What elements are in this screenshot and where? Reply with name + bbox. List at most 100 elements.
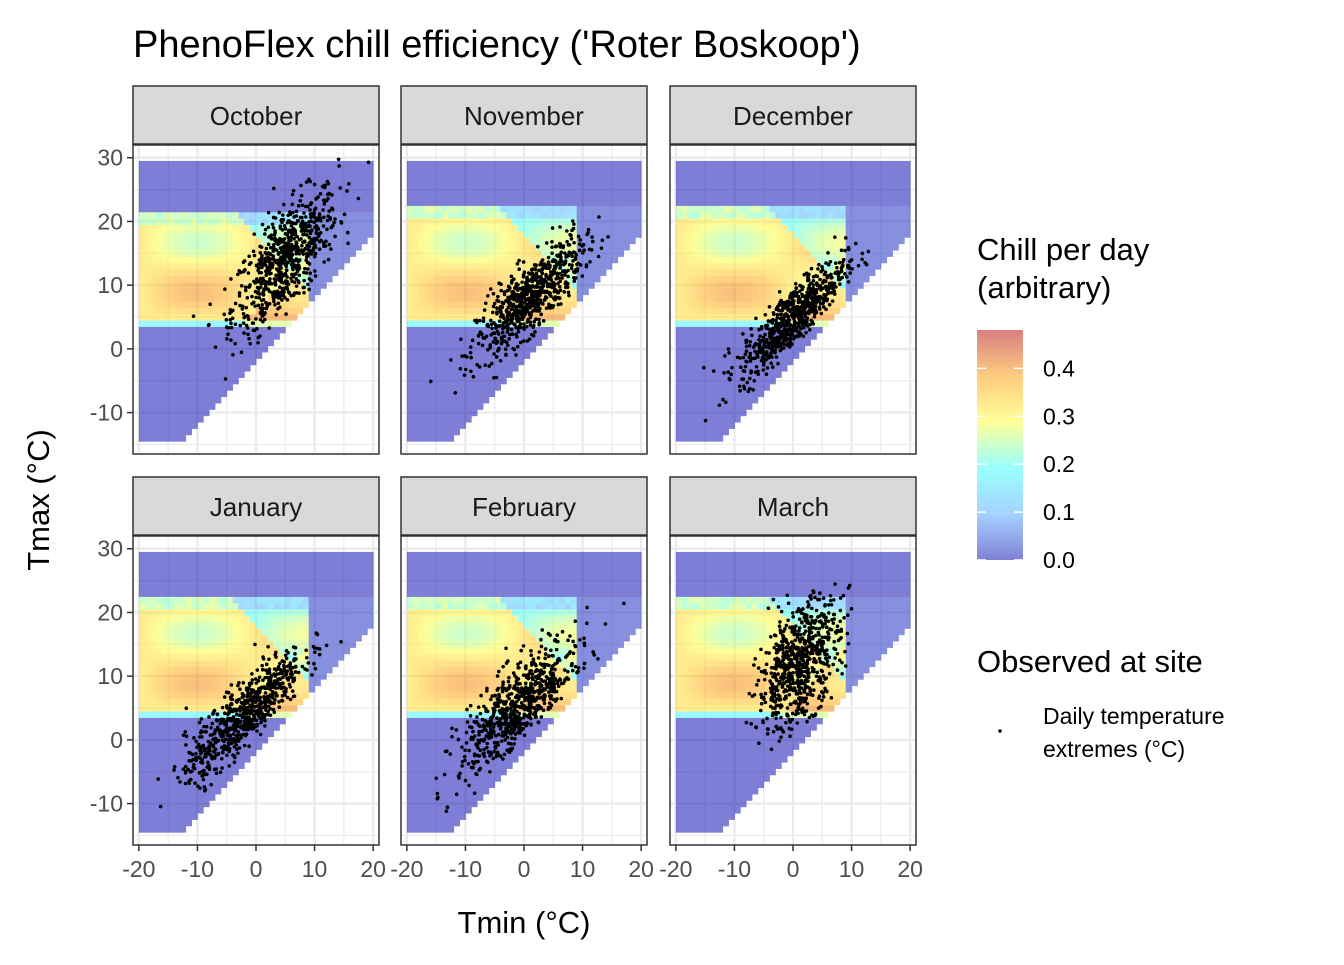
heatmap-tile <box>501 212 507 219</box>
heatmap-tile <box>192 263 198 270</box>
heatmap-tile <box>156 327 162 334</box>
heatmap-tile <box>356 237 362 244</box>
observed-point <box>576 267 580 271</box>
heatmap-tile <box>676 193 682 200</box>
observed-point <box>253 254 257 258</box>
heatmap-tile <box>250 358 256 365</box>
heatmap-tile <box>448 390 454 397</box>
heatmap-tile <box>676 256 682 263</box>
observed-point <box>536 301 540 305</box>
heatmap-tile <box>553 186 559 193</box>
heatmap-tile <box>805 250 811 257</box>
facet-strip-label: October <box>210 101 303 131</box>
heatmap-tile <box>430 301 436 308</box>
heatmap-tile <box>758 167 764 174</box>
observed-point <box>564 280 568 284</box>
heatmap-tile <box>799 218 805 225</box>
heatmap-tile <box>699 301 705 308</box>
heatmap-tile <box>430 403 436 410</box>
heatmap-tile <box>139 263 145 270</box>
observed-point <box>514 309 518 313</box>
heatmap-tile <box>787 180 793 187</box>
heatmap-tile <box>197 288 203 295</box>
heatmap-tile <box>256 206 262 213</box>
heatmap-tile <box>448 250 454 257</box>
heatmap-tile <box>688 409 694 416</box>
heatmap-tile <box>822 320 828 327</box>
heatmap-tile <box>752 167 758 174</box>
observed-point <box>295 234 299 238</box>
heatmap-tile <box>145 206 151 213</box>
heatmap-tile <box>770 250 776 257</box>
heatmap-tile <box>442 269 448 276</box>
heatmap-tile <box>729 256 735 263</box>
heatmap-tile <box>793 218 799 225</box>
heatmap-tile <box>139 390 145 397</box>
heatmap-tile <box>460 320 466 327</box>
heatmap-tile <box>460 314 466 321</box>
heatmap-tile <box>174 435 180 442</box>
heatmap-tile <box>711 288 717 295</box>
heatmap-tile <box>145 358 151 365</box>
heatmap-tile <box>688 256 694 263</box>
observed-point <box>475 363 479 367</box>
heatmap-tile <box>699 218 705 225</box>
observed-point <box>367 161 371 165</box>
heatmap-tile <box>477 403 483 410</box>
heatmap-tile <box>699 378 705 385</box>
heatmap-tile <box>139 378 145 385</box>
heatmap-tile <box>705 180 711 187</box>
heatmap-tile <box>139 282 145 289</box>
observed-point <box>578 238 582 242</box>
heatmap-tile <box>151 435 157 442</box>
heatmap-tile <box>192 346 198 353</box>
heatmap-tile <box>512 180 518 187</box>
heatmap-tile <box>676 206 682 213</box>
heatmap-tile <box>740 282 746 289</box>
heatmap-tile <box>612 256 618 263</box>
heatmap-tile <box>186 416 192 423</box>
heatmap-tile <box>419 384 425 391</box>
heatmap-tile <box>711 390 717 397</box>
heatmap-tile <box>174 212 180 219</box>
observed-point <box>277 270 281 274</box>
heatmap-tile <box>676 429 682 436</box>
observed-point <box>273 238 277 242</box>
heatmap-tile <box>145 333 151 340</box>
heatmap-tile <box>840 212 846 219</box>
heatmap-tile <box>145 167 151 174</box>
heatmap-tile <box>764 384 770 391</box>
heatmap-tile <box>174 339 180 346</box>
observed-point <box>499 289 503 293</box>
observed-point <box>493 332 497 336</box>
heatmap-tile <box>413 212 419 219</box>
heatmap-tile <box>571 161 577 168</box>
heatmap-tile <box>139 365 145 372</box>
heatmap-tile <box>332 237 338 244</box>
heatmap-tile <box>775 186 781 193</box>
heatmap-tile <box>711 307 717 314</box>
heatmap-tile <box>746 180 752 187</box>
heatmap-tile <box>197 320 203 327</box>
heatmap-tile <box>717 174 723 181</box>
heatmap-tile <box>227 237 233 244</box>
heatmap-tile <box>350 199 356 206</box>
heatmap-tile <box>477 288 483 295</box>
heatmap-tile <box>407 397 413 404</box>
heatmap-tile <box>828 206 834 213</box>
heatmap-tile <box>436 225 442 232</box>
heatmap-tile <box>688 378 694 385</box>
heatmap-tile <box>471 301 477 308</box>
observed-point <box>333 235 337 239</box>
heatmap-tile <box>734 244 740 251</box>
heatmap-tile <box>244 206 250 213</box>
observed-point <box>322 224 326 228</box>
heatmap-tile <box>209 358 215 365</box>
observed-point <box>305 255 309 259</box>
heatmap-tile <box>419 339 425 346</box>
observed-point <box>512 277 516 281</box>
heatmap-tile <box>180 409 186 416</box>
heatmap-tile <box>734 199 740 206</box>
heatmap-tile <box>156 378 162 385</box>
heatmap-tile <box>424 352 430 359</box>
